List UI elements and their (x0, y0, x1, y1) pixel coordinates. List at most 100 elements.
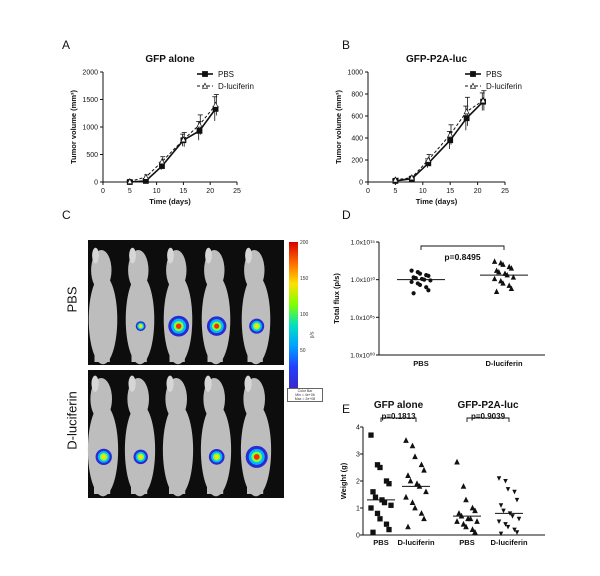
chart-e-ytick-label: 3 (356, 452, 360, 459)
chart-e-point (496, 476, 502, 481)
chart-e-point (516, 516, 522, 522)
chart-b-point (480, 97, 487, 104)
chart-e-point (505, 487, 511, 492)
chart-a-ytick-label: 2000 (82, 70, 98, 77)
chart-e-point (374, 510, 381, 517)
chart-d-point (510, 274, 517, 280)
chart-e-point (505, 524, 511, 530)
chart-e-point (405, 472, 411, 478)
chart-b-point (425, 156, 432, 163)
chart-e-point (514, 530, 520, 535)
chart-e-point (388, 502, 394, 508)
chart-d-ytick-label: 1.0x10¹⁰ (351, 276, 376, 284)
chart-e-point (454, 458, 460, 465)
chart-d-point (498, 277, 504, 284)
chart-d-point (491, 258, 498, 264)
chart-a-xtick-label: 20 (206, 188, 214, 195)
chart-b-xtick-label: 25 (501, 188, 509, 195)
chart-b-point (463, 108, 470, 115)
panel-label-e: E (342, 402, 351, 416)
colorbar-tick-200: 200 (300, 240, 309, 246)
chart-e-group-title: GFP alone (374, 400, 424, 411)
chart-b-ytick-label: 800 (351, 92, 363, 99)
colorbar-caption-line-2: Min = 4e+06 (295, 393, 315, 397)
panel-label-b: B (342, 38, 351, 52)
chart-e-point (421, 515, 427, 522)
chart-e-point (418, 510, 425, 516)
chart-e-point (412, 504, 418, 511)
chart-d-point (417, 271, 423, 276)
chart-d-point (417, 282, 423, 288)
chart-a-legend-marker (201, 82, 209, 89)
chart-e-point (421, 466, 427, 473)
panel-label-c: C (62, 208, 71, 222)
chart-d-point (496, 268, 502, 275)
chart-e-point (472, 507, 478, 514)
chart-e-point (370, 529, 376, 535)
chart-d-point (409, 279, 414, 285)
colorbar-tick-150: 150 (300, 276, 309, 282)
chart-e-ytick-label: 0 (356, 533, 360, 540)
colorbar-tick-50: 50 (300, 348, 306, 354)
chart-a-xtick-label: 15 (180, 188, 188, 195)
chart-e-point (403, 493, 409, 500)
chart-d-point (428, 278, 433, 283)
chart-e-point (512, 527, 517, 533)
colorbar-caption-line-3: Max = 2e+08 (294, 397, 316, 401)
colorbar: 200 150 100 50 p/s Color Bar Min = 4e+06… (287, 240, 325, 402)
chart-e-point (501, 508, 506, 514)
chart-e-significance-bracket (466, 417, 510, 422)
colorbar-gradient (289, 242, 298, 388)
chart-e-point (510, 514, 515, 519)
chart-e-point (503, 478, 508, 484)
chart-a-point (212, 101, 219, 108)
chart-b-xtick-label: 10 (419, 188, 427, 195)
chart-d-point (426, 273, 431, 278)
chart-e-point (377, 464, 383, 471)
chart-d-xtick-label: D-luciferin (485, 359, 523, 368)
chart-d-point (500, 280, 506, 286)
chart-d-significance-bracket (420, 245, 505, 250)
colorbar-tick-100: 100 (300, 312, 309, 318)
chart-e-point (414, 480, 420, 487)
chart-b-xtick-label: 20 (474, 188, 482, 195)
chart-a-ytick-label: 1500 (82, 97, 98, 104)
chart-b-legend-marker (469, 82, 477, 89)
chart-e-point (496, 519, 502, 525)
chart-b-legend-label: PBS (486, 70, 502, 79)
chart-b-point (463, 115, 470, 122)
chart-b-ytick-label: 1000 (347, 70, 363, 77)
chart-e-point (372, 494, 379, 500)
chart-d-xtick-label: PBS (413, 359, 428, 368)
chart-d-ylabel: Total flux (p/s) (332, 273, 341, 324)
chart-e-group-title: GFP-P2A-luc (457, 400, 519, 411)
chart-d-point (508, 285, 515, 291)
chart-a-xtick-label: 0 (101, 188, 105, 195)
chart-e-point (381, 499, 388, 506)
chart-a-ytick-label: 0 (94, 180, 98, 187)
chart-a-legend-label: D-luciferin (218, 82, 254, 91)
chart-a-ylabel: Tumor volume (mm³) (69, 89, 78, 164)
chart-e-point (469, 526, 476, 532)
chart-e-xtick-label: D-luciferin (490, 538, 528, 547)
chart-e-ytick-label: 4 (356, 425, 360, 432)
chart-b-point (447, 137, 454, 144)
chart-a-ytick-label: 500 (86, 152, 98, 159)
chart-e-point (368, 432, 374, 438)
chart-e-xtick-label: PBS (373, 538, 388, 547)
chart-e-point (503, 522, 508, 527)
chart-b-xtick-label: 0 (366, 188, 370, 195)
chart-e-ytick-label: 1 (356, 506, 360, 513)
colorbar-caption: Color Bar Min = 4e+06 Max = 2e+08 (287, 388, 323, 402)
chart-a-title: GFP alone (145, 54, 195, 65)
chart-e-point (467, 515, 474, 522)
chart-e-point (514, 497, 520, 503)
chart-a-point (159, 163, 165, 169)
chart-e-point (498, 531, 504, 537)
chart-d-point (409, 268, 414, 273)
chart-d-p-value: p=0.8495 (444, 252, 480, 262)
chart-a-ytick-label: 1000 (82, 125, 98, 132)
chart-a-point (142, 173, 149, 180)
chart-e-ylabel: Weight (g) (339, 462, 348, 499)
